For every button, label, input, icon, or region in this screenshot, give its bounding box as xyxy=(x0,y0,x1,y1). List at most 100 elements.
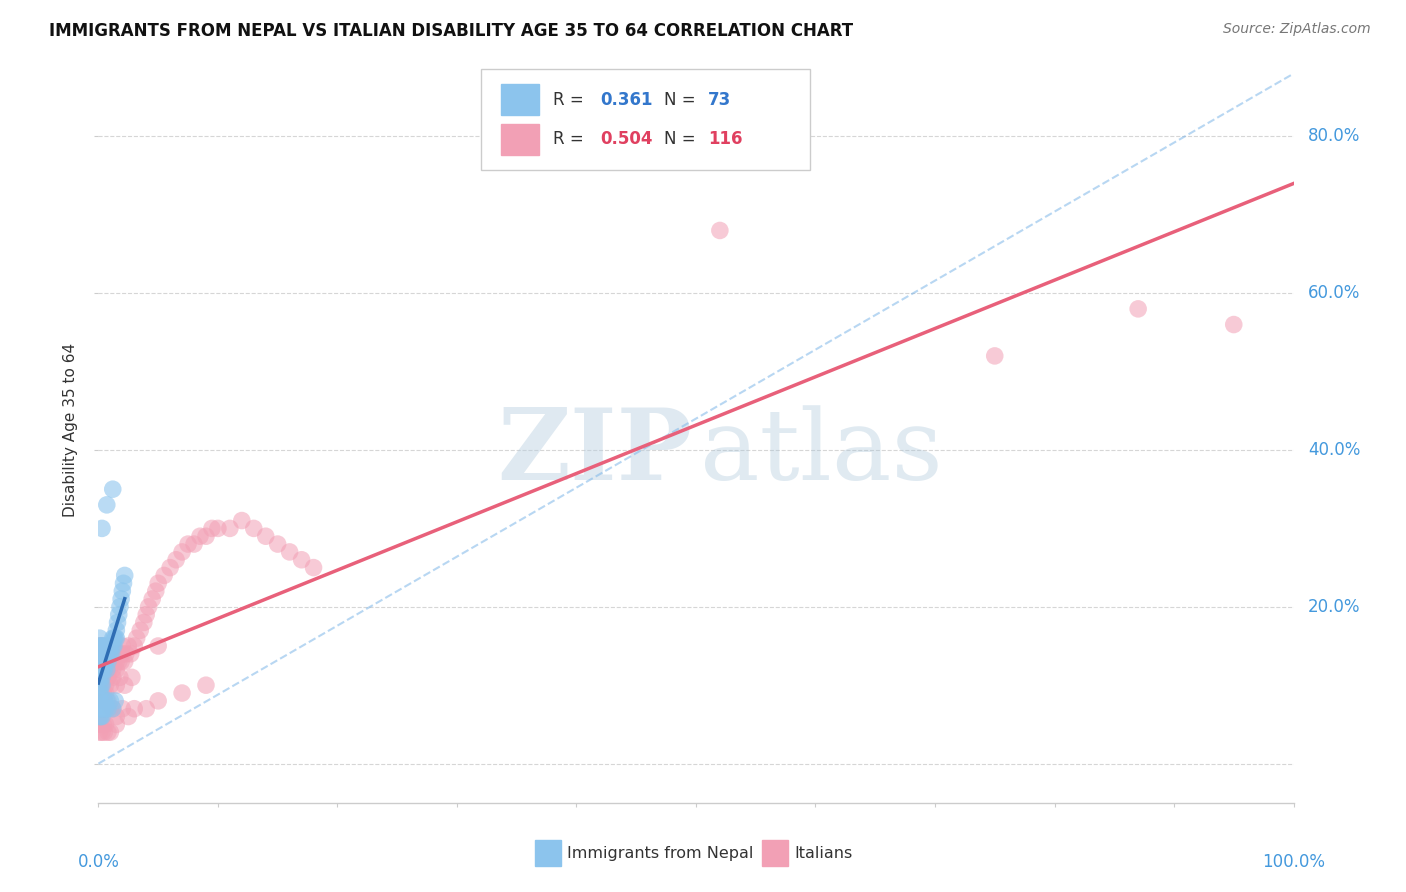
Point xyxy=(101,702,124,716)
Point xyxy=(91,655,114,669)
Y-axis label: Disability Age 35 to 64: Disability Age 35 to 64 xyxy=(63,343,79,517)
Point xyxy=(91,663,114,677)
Point xyxy=(89,702,111,716)
Text: 40.0%: 40.0% xyxy=(1308,441,1360,459)
Bar xyxy=(501,84,540,115)
Point xyxy=(153,568,176,582)
Point xyxy=(104,694,127,708)
Point xyxy=(104,647,127,661)
Point xyxy=(89,647,111,661)
Text: 80.0%: 80.0% xyxy=(1308,128,1360,145)
Text: 0.504: 0.504 xyxy=(600,130,652,148)
Text: 0.0%: 0.0% xyxy=(77,854,120,871)
Point xyxy=(94,717,117,731)
Point xyxy=(98,702,122,716)
Point xyxy=(101,702,124,716)
Point xyxy=(103,631,125,645)
Point xyxy=(1223,318,1246,332)
Text: N =: N = xyxy=(664,130,700,148)
Point xyxy=(101,631,124,645)
Point xyxy=(89,709,111,723)
Point xyxy=(108,670,131,684)
Point xyxy=(101,482,124,496)
Point xyxy=(98,647,122,661)
Point xyxy=(93,663,115,677)
Point xyxy=(91,686,114,700)
Point xyxy=(91,702,114,716)
Point xyxy=(254,529,277,543)
Point xyxy=(97,702,120,716)
Point xyxy=(709,223,731,237)
Point xyxy=(135,607,157,622)
Point xyxy=(90,678,112,692)
Point xyxy=(90,678,112,692)
Point xyxy=(98,647,121,661)
Text: N =: N = xyxy=(664,91,700,109)
Text: Source: ZipAtlas.com: Source: ZipAtlas.com xyxy=(1223,22,1371,37)
Point xyxy=(93,663,115,677)
Point xyxy=(984,349,1007,363)
Point xyxy=(125,631,148,645)
Point xyxy=(195,529,218,543)
Point xyxy=(93,694,115,708)
Point xyxy=(93,647,115,661)
Bar xyxy=(501,123,540,155)
Point xyxy=(97,670,120,684)
Point xyxy=(117,709,139,723)
Point xyxy=(111,702,134,716)
Point xyxy=(97,694,120,708)
Point xyxy=(100,647,122,661)
FancyBboxPatch shape xyxy=(481,70,810,169)
Point xyxy=(120,647,142,661)
Point xyxy=(98,647,122,661)
Point xyxy=(91,639,114,653)
Point xyxy=(98,694,122,708)
Point xyxy=(93,647,115,661)
Point xyxy=(105,678,128,692)
Text: 116: 116 xyxy=(709,130,742,148)
Point xyxy=(107,655,129,669)
Point xyxy=(101,670,124,684)
Point xyxy=(91,647,114,661)
Text: IMMIGRANTS FROM NEPAL VS ITALIAN DISABILITY AGE 35 TO 64 CORRELATION CHART: IMMIGRANTS FROM NEPAL VS ITALIAN DISABIL… xyxy=(49,22,853,40)
Point xyxy=(172,686,194,700)
Point xyxy=(114,568,136,582)
Point xyxy=(121,670,143,684)
Text: 20.0%: 20.0% xyxy=(1308,598,1361,615)
Point xyxy=(89,647,111,661)
Point xyxy=(141,591,163,606)
Point xyxy=(115,647,138,661)
Point xyxy=(89,663,111,677)
Text: 60.0%: 60.0% xyxy=(1308,285,1360,302)
Point xyxy=(135,702,157,716)
Point xyxy=(111,639,134,653)
Point xyxy=(114,655,136,669)
Point xyxy=(90,686,112,700)
Text: R =: R = xyxy=(553,130,589,148)
Point xyxy=(108,599,131,614)
Text: R =: R = xyxy=(553,91,589,109)
Point xyxy=(148,576,170,591)
Point xyxy=(91,663,114,677)
Text: 0.361: 0.361 xyxy=(600,91,652,109)
Point xyxy=(89,639,111,653)
Point xyxy=(105,624,128,638)
Point xyxy=(91,655,114,669)
Text: 73: 73 xyxy=(709,91,731,109)
Text: atlas: atlas xyxy=(700,405,942,500)
Point xyxy=(91,670,114,684)
Point xyxy=(91,709,114,723)
Point xyxy=(91,639,114,653)
Point xyxy=(90,655,112,669)
Point xyxy=(100,655,122,669)
Point xyxy=(124,702,146,716)
Point xyxy=(105,709,128,723)
Point xyxy=(97,647,120,661)
Point xyxy=(91,663,114,677)
Point xyxy=(105,663,128,677)
Point xyxy=(148,639,170,653)
Bar xyxy=(762,840,787,866)
Point xyxy=(101,639,124,653)
Point xyxy=(195,678,218,692)
Point xyxy=(114,678,136,692)
